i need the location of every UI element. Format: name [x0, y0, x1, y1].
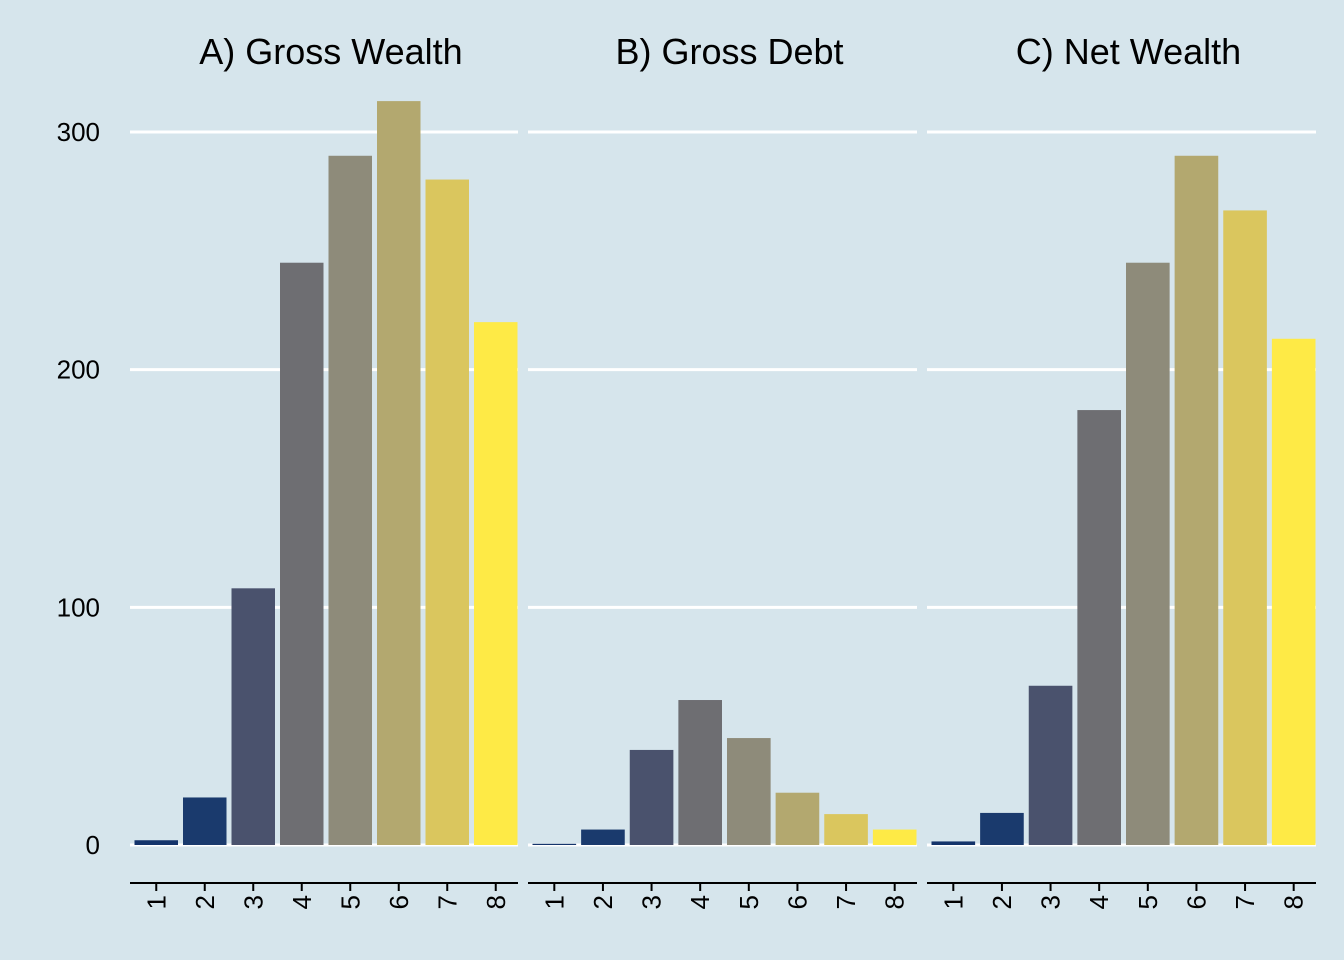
- bar: [1174, 155, 1219, 845]
- x-tick-label: 4: [1084, 895, 1114, 909]
- x-tick-label: 3: [1036, 895, 1066, 909]
- x-tick-label: 2: [987, 895, 1017, 909]
- x-tick-label: 8: [1279, 895, 1309, 909]
- bar: [824, 814, 868, 845]
- x-tick-label: 6: [384, 895, 414, 909]
- bar: [134, 840, 178, 845]
- bar: [474, 322, 518, 846]
- bar: [1028, 685, 1073, 845]
- bar: [872, 829, 917, 845]
- panel-3: C) Net Wealth 1 2 3 4 5 6 7 8: [927, 31, 1316, 909]
- bar: [727, 738, 771, 845]
- x-tick-label: 7: [831, 895, 861, 909]
- bar: [532, 843, 577, 845]
- bar: [678, 700, 722, 845]
- bar: [280, 262, 324, 845]
- bar: [183, 797, 227, 845]
- x-tick-label: 5: [1133, 895, 1163, 909]
- bar: [1223, 210, 1267, 845]
- x-tick-label: 3: [238, 895, 268, 909]
- x-tick-label: 5: [335, 895, 365, 909]
- y-tick-label: 200: [57, 355, 100, 385]
- y-tick-label: 0: [86, 830, 100, 860]
- bar: [328, 155, 372, 845]
- bar: [425, 179, 469, 846]
- x-tick-label: 2: [588, 895, 618, 909]
- panel-title: C) Net Wealth: [1016, 31, 1241, 72]
- x-tick-label: 5: [734, 895, 764, 909]
- x-tick-label: 7: [432, 895, 462, 909]
- bar: [775, 792, 820, 845]
- x-tick-label: 4: [685, 895, 715, 909]
- panel-title: B) Gross Debt: [615, 31, 843, 72]
- bar: [377, 101, 421, 845]
- x-tick-label: 1: [141, 895, 171, 909]
- x-tick-label: 1: [539, 895, 569, 909]
- bar: [1077, 410, 1121, 845]
- bar: [629, 749, 674, 845]
- bar: [581, 829, 625, 845]
- bar: [980, 812, 1024, 845]
- panel-1: A) Gross Wealth 1 2 3 4 5 6 7 8: [130, 31, 518, 909]
- x-tick-label: 2: [190, 895, 220, 909]
- bar: [231, 588, 275, 845]
- x-tick-label: 6: [782, 895, 812, 909]
- bar: [1126, 262, 1170, 845]
- x-tick-label: 8: [880, 895, 910, 909]
- panel-title: A) Gross Wealth: [199, 31, 462, 72]
- x-tick-label: 7: [1230, 895, 1260, 909]
- panel-2: B) Gross Debt 1 2 3 4 5 6 7 8: [528, 31, 917, 909]
- bar: [931, 841, 976, 845]
- x-tick-label: 8: [481, 895, 511, 909]
- y-tick-label: 100: [57, 592, 100, 622]
- x-tick-label: 4: [287, 895, 317, 909]
- y-tick-label: 300: [57, 117, 100, 147]
- x-tick-label: 6: [1181, 895, 1211, 909]
- y-axis: 0 100 200 300: [57, 117, 100, 860]
- chart-panels: A) Gross Wealth 1 2 3 4 5 6 7 8 B) Gross Debt 1 2 3 4…: [130, 31, 1316, 909]
- x-tick-label: 3: [637, 895, 667, 909]
- bar: [1271, 338, 1316, 845]
- x-tick-label: 1: [938, 895, 968, 909]
